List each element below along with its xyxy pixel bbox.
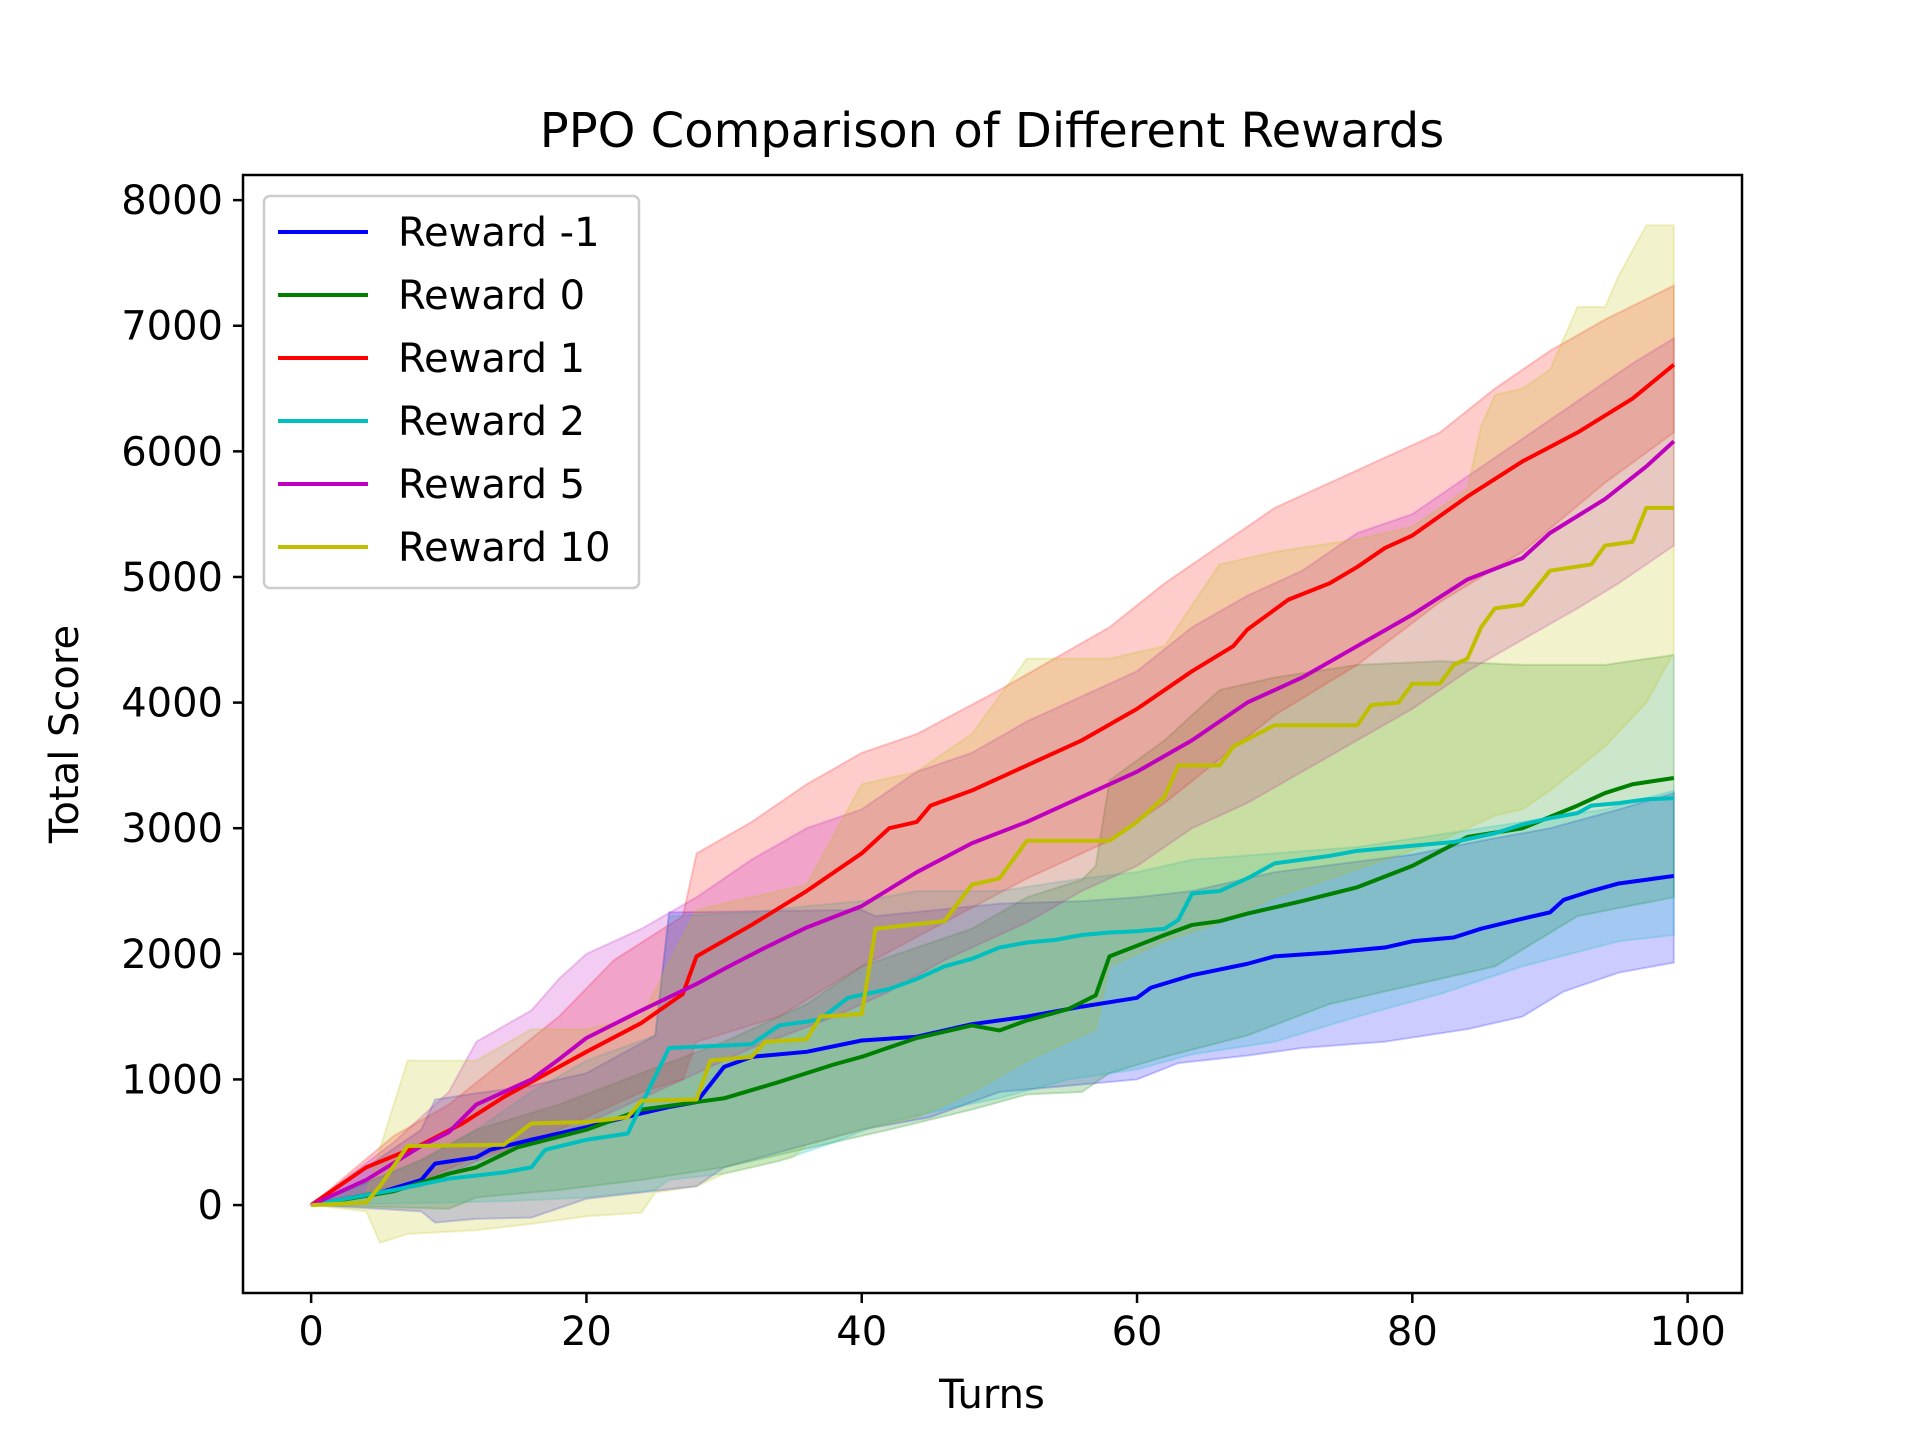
legend-label: Reward 2 <box>398 399 585 445</box>
line-reward-5 <box>310 439 1676 1207</box>
legend-label: Reward 1 <box>398 336 585 382</box>
y-tick-label: 2000 <box>121 932 223 978</box>
legend-label: Reward 10 <box>398 525 611 571</box>
x-tick-label: 0 <box>298 1309 323 1355</box>
series-lines <box>310 363 1676 1208</box>
y-axis-label: Total Score <box>42 625 88 844</box>
line-reward-10 <box>311 505 1674 1208</box>
line-reward-2 <box>310 796 1674 1208</box>
x-axis-label: Turns <box>938 1372 1045 1418</box>
line-reward-1 <box>310 363 1676 1207</box>
legend-label: Reward -1 <box>398 210 600 256</box>
x-tick-label: 100 <box>1649 1309 1725 1355</box>
x-tick-label: 60 <box>1112 1309 1163 1355</box>
x-tick-label: 80 <box>1387 1309 1438 1355</box>
legend-label: Reward 5 <box>398 462 585 508</box>
band-reward-5 <box>310 336 1675 1207</box>
y-tick-label: 3000 <box>121 806 223 852</box>
x-tick-label: 20 <box>561 1309 612 1355</box>
legend: Reward -1 Reward 0 Reward 1 Reward 2 Reward … <box>262 194 641 590</box>
y-tick-label: 0 <box>198 1183 223 1229</box>
x-tick-label: 40 <box>836 1309 887 1355</box>
y-tick-label: 5000 <box>121 555 223 601</box>
band-reward-0 <box>310 653 1675 1210</box>
chart-title: PPO Comparison of Different Rewards <box>540 103 1444 159</box>
y-axis: 0 1000 2000 3000 4000 5000 6000 7000 8000 <box>121 178 243 1229</box>
y-tick-label: 4000 <box>121 681 223 727</box>
y-tick-label: 8000 <box>121 178 223 224</box>
y-tick-label: 7000 <box>121 304 223 350</box>
band-reward-1 <box>310 283 1675 1207</box>
y-tick-label: 6000 <box>121 429 223 475</box>
y-tick-label: 1000 <box>121 1057 223 1103</box>
legend-label: Reward 0 <box>398 273 585 319</box>
x-axis: 0 20 40 60 80 100 <box>298 1293 1726 1355</box>
plot-area-frame <box>241 173 1744 1295</box>
band-reward-1 <box>308 791 1675 1224</box>
band-reward-10 <box>310 224 1675 1244</box>
